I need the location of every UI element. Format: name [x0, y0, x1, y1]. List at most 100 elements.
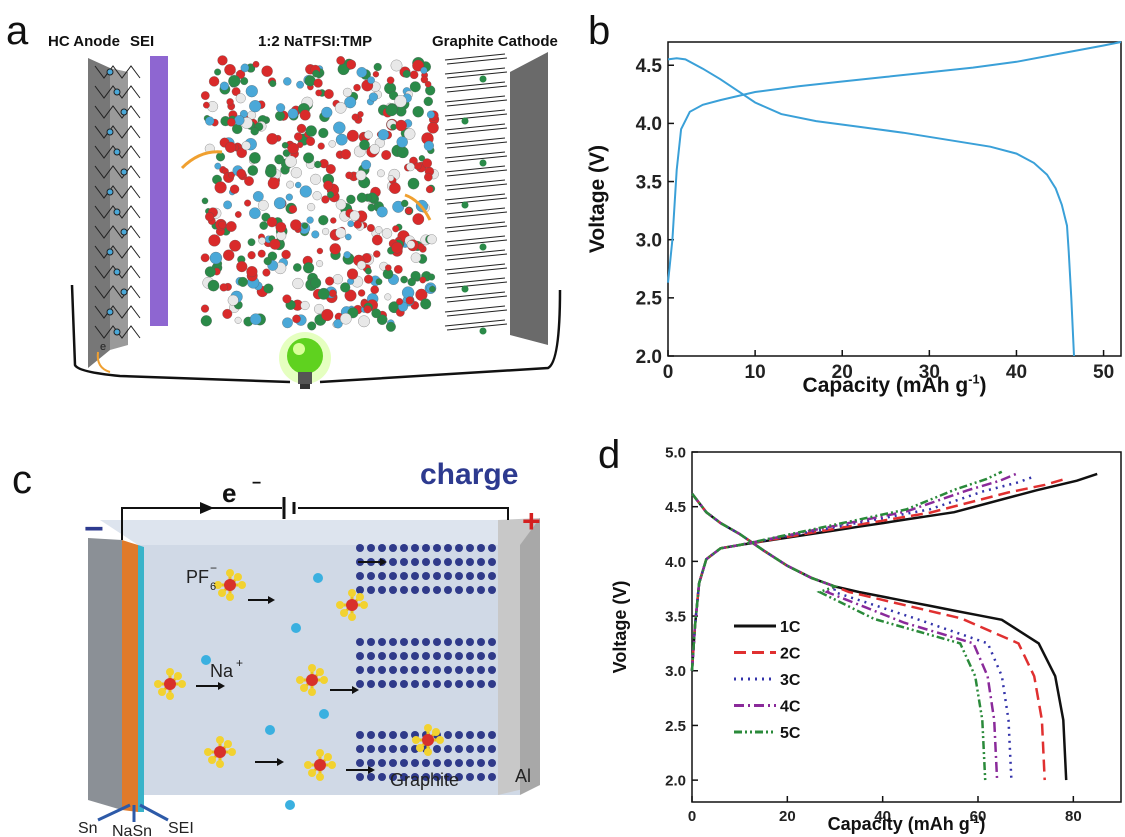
molecule-atom	[424, 80, 432, 88]
molecule-atom	[412, 213, 425, 225]
molecule-atom	[384, 293, 392, 301]
na-ion	[285, 800, 295, 810]
molecule-atom	[263, 283, 274, 294]
hard-carbon-layer	[94, 165, 141, 179]
molecule-atom	[247, 251, 256, 260]
graphite-atom	[389, 666, 397, 674]
electron-minus-superscript: −	[252, 475, 261, 492]
graphite-atom	[411, 544, 419, 552]
molecule-atom	[396, 298, 404, 305]
graphite-atom	[367, 652, 375, 660]
nasn-label: NaSn	[112, 823, 152, 837]
molecule-atom	[314, 303, 325, 315]
molecule-atom	[247, 165, 259, 176]
pf6-molecule	[214, 569, 246, 601]
molecule-atom	[286, 180, 294, 189]
graphite-atom	[356, 652, 364, 660]
x-tick-label: 80	[1065, 808, 1082, 825]
legend-label-5C: 5C	[780, 725, 801, 742]
molecule-atom	[223, 249, 235, 261]
molecule-atom	[370, 285, 379, 294]
chart-d: 0 20 40 60 80 2.0 2.5 3.0 3.5 4.0 4.5 5.0 Capacity (…	[610, 444, 1122, 834]
molecule-atom	[345, 171, 353, 180]
circuit-wire-right	[319, 289, 562, 384]
graphite-sheet	[444, 95, 508, 107]
graphite-atom	[400, 680, 408, 688]
x-tick-label: 0	[663, 362, 674, 383]
molecule-atom	[258, 237, 266, 245]
na-ion	[201, 655, 211, 665]
molecule-atom	[287, 108, 299, 119]
graphite-atom	[400, 745, 408, 753]
molecule-atom	[284, 155, 297, 168]
molecule-atom	[322, 227, 330, 236]
molecule-atom	[281, 249, 291, 260]
molecule-atom	[402, 69, 411, 78]
series-line-5C-discharge	[691, 492, 987, 781]
label-electrolyte: 1:2 NaTFSI:TMP	[258, 33, 372, 50]
molecule-atom	[244, 176, 254, 186]
na-ion-a	[120, 288, 128, 296]
graphite-atom	[378, 773, 386, 781]
circuit-wire-c-right	[298, 507, 509, 520]
graphite-atom	[477, 759, 485, 767]
molecule-atom	[305, 136, 316, 146]
graphite-atom	[378, 759, 386, 767]
molecule-atom	[414, 162, 422, 170]
graphite-atom	[488, 544, 496, 552]
molecule-atom	[224, 64, 236, 76]
graphite-atom	[400, 652, 408, 660]
graphite-atom	[433, 773, 441, 781]
graphite-atom	[422, 638, 430, 646]
graphite-atom	[488, 652, 496, 660]
series-line-3C-discharge	[691, 492, 1013, 781]
molecule-atom	[346, 59, 357, 70]
molecule-atom	[344, 96, 357, 109]
molecule-atom	[246, 266, 258, 278]
molecule-atom	[409, 70, 419, 80]
molecule-atom	[376, 206, 388, 218]
y-tick-label: 3.0	[636, 231, 662, 252]
molecule-atom	[372, 71, 380, 78]
graphite-atom	[488, 745, 496, 753]
na-ion-a	[120, 108, 128, 116]
molecule-atom	[321, 308, 334, 322]
molecule-atom	[249, 152, 261, 164]
molecule-atom	[346, 129, 359, 142]
panel-letter-b: b	[588, 9, 610, 53]
series-line-1C-discharge	[691, 492, 1068, 781]
molecule-atom	[361, 159, 372, 170]
sei-label-c: SEI	[168, 820, 194, 837]
molecule-atom	[313, 78, 323, 88]
molecule-atom	[217, 55, 228, 66]
graphite-atom	[477, 745, 485, 753]
molecule-atom	[426, 110, 435, 119]
graphite-atom	[356, 680, 364, 688]
molecule-atom	[314, 160, 322, 169]
molecule-atom	[367, 203, 376, 212]
graphite-atom	[455, 666, 463, 674]
sei-arrow	[139, 803, 169, 822]
graphite-atom	[400, 558, 408, 566]
intercalated-anion	[461, 201, 469, 209]
molecule-atom	[353, 220, 362, 229]
intercalated-anion	[461, 285, 469, 293]
graphite-atom	[356, 745, 364, 753]
molecule-atom	[273, 197, 286, 210]
molecule-atom	[276, 103, 286, 113]
molecule-atom	[385, 264, 392, 271]
graphite-atom	[378, 652, 386, 660]
molecule-atom	[420, 75, 429, 84]
y-tick-label: 4.5	[636, 56, 663, 77]
molecule-atom	[315, 89, 323, 97]
graphite-atom	[444, 544, 452, 552]
graphite-atom	[400, 572, 408, 580]
negative-terminal: −	[84, 510, 104, 548]
molecule-atom	[300, 300, 310, 311]
hard-carbon-layer	[94, 245, 141, 259]
molecule-atom	[296, 123, 307, 134]
molecule-atom	[285, 193, 293, 201]
molecule-atom	[419, 276, 427, 284]
al-label: Al	[515, 766, 531, 786]
na-ion-a	[106, 68, 114, 76]
